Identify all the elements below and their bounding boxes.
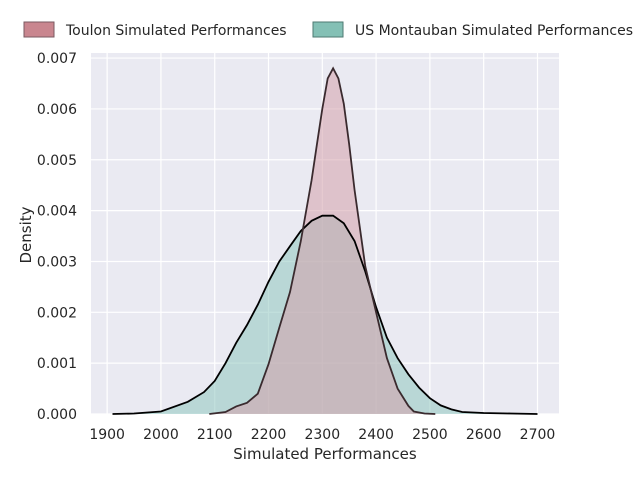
- y-tick-label-1: 0.001: [37, 356, 77, 372]
- density-areas: [112, 66, 538, 415]
- y-tick-label-3: 0.003: [37, 254, 77, 270]
- x-axis-title: Simulated Performances: [233, 445, 417, 463]
- y-axis-title: Density: [17, 206, 35, 263]
- y-tick-label-5: 0.005: [37, 153, 77, 169]
- density-line-montauban: [112, 214, 538, 415]
- x-tick-label-4: 2300: [304, 427, 340, 443]
- x-tick-label-5: 2400: [358, 427, 394, 443]
- legend-item-montauban[interactable]: US Montauban Simulated Performances: [312, 21, 633, 39]
- y-tick-label-4: 0.004: [37, 204, 77, 220]
- y-tick-label-7: 0.007: [37, 51, 77, 67]
- density-line-toulon: [209, 66, 436, 415]
- y-tick-label-6: 0.006: [37, 102, 77, 118]
- x-axis-ticks: 1900 2000 2100 2200 2300 2400 2500 2600 2700: [89, 427, 555, 443]
- x-tick-label-8: 2700: [520, 427, 556, 443]
- x-tick-label-6: 2500: [412, 427, 448, 443]
- legend-label-toulon: Toulon Simulated Performances: [65, 23, 287, 39]
- legend: Toulon Simulated Performances US Montaub…: [23, 21, 633, 39]
- y-tick-label-2: 0.002: [37, 305, 77, 321]
- x-tick-label-2: 2100: [197, 427, 233, 443]
- y-axis-ticks: 0.000 0.001 0.002 0.003 0.004 0.005 0.006 0.007: [37, 51, 77, 423]
- x-tick-label-0: 1900: [89, 427, 125, 443]
- x-tick-label-3: 2200: [251, 427, 287, 443]
- legend-label-montauban: US Montauban Simulated Performances: [355, 23, 633, 39]
- legend-swatch-montauban: [312, 21, 344, 38]
- x-tick-label-7: 2600: [466, 427, 502, 443]
- x-tick-label-1: 2000: [143, 427, 179, 443]
- y-tick-label-0: 0.000: [37, 407, 77, 423]
- legend-item-toulon[interactable]: Toulon Simulated Performances: [23, 21, 287, 39]
- legend-swatch-toulon: [23, 21, 55, 38]
